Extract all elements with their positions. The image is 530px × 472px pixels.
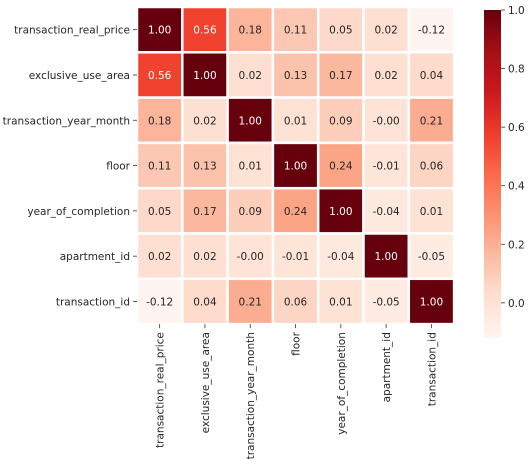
cell-value-label: 0.09 — [239, 206, 262, 218]
heatmap-cell — [271, 277, 320, 326]
heatmap-cell — [181, 96, 229, 145]
x-tick-label: transaction_real_price — [155, 332, 167, 448]
cell-value-label: 0.01 — [420, 206, 443, 218]
heatmap-cell — [226, 96, 275, 145]
colorbar: 0.0 0.2 0.4 0.6 0.8 1.0 — [484, 5, 525, 338]
y-tick-label: exclusive_use_area — [29, 70, 130, 82]
cell-value-label: 0.04 — [193, 296, 217, 308]
cell-value-label: 0.17 — [193, 206, 216, 218]
cell-value-label: -0.12 — [146, 296, 173, 308]
x-tick-label: transaction_year_month — [245, 332, 257, 459]
cell-value-label: 0.01 — [329, 296, 352, 308]
heatmap-cell — [407, 277, 456, 326]
heatmap-cell — [316, 96, 365, 145]
cell-value-label: 0.17 — [329, 70, 352, 82]
cell-value-label: -0.01 — [373, 161, 400, 173]
cell-value-label: 0.05 — [148, 206, 171, 218]
cell-value-label: -0.01 — [282, 251, 309, 263]
y-axis-tick-labels: transaction_real_price exclusive_use_area… — [3, 25, 137, 308]
cell-value-label: 1.00 — [374, 251, 397, 263]
cell-value-label: 0.06 — [420, 161, 444, 173]
y-tick-label: apartment_id — [60, 251, 130, 263]
cell-value-label: 0.21 — [239, 296, 262, 308]
cell-value-label: -0.05 — [418, 251, 445, 263]
heatmap-cell — [362, 141, 411, 190]
cell-value-label: -0.05 — [373, 296, 400, 308]
colorbar-tick-label: 0.2 — [508, 239, 525, 251]
cell-value-label: 0.24 — [329, 161, 353, 173]
cell-value-label: 0.02 — [239, 70, 262, 82]
heatmap-cell — [316, 277, 365, 326]
x-tick-label: exclusive_use_area — [200, 332, 212, 433]
cell-value-label: -0.12 — [418, 25, 445, 37]
cell-value-label: -0.04 — [373, 206, 400, 218]
cell-value-label: -0.04 — [327, 251, 354, 263]
y-tick-label: year_of_completion — [27, 206, 130, 218]
cell-value-label: 0.56 — [148, 70, 172, 82]
heatmap-cell — [181, 141, 229, 190]
cell-value-label: 0.01 — [284, 115, 307, 127]
colorbar-tick-label: 1.0 — [508, 5, 525, 17]
cell-value-label: 0.09 — [329, 115, 352, 127]
cell-value-label: 0.11 — [284, 25, 307, 37]
cell-value-label: 0.18 — [148, 115, 171, 127]
heatmap-cell — [226, 186, 275, 235]
cell-value-label: 1.00 — [329, 206, 352, 218]
colorbar-tick-label: 0.8 — [508, 64, 525, 76]
cell-value-label: 0.11 — [148, 161, 171, 173]
cell-value-label: -0.00 — [373, 115, 400, 127]
cell-value-label: 0.02 — [193, 115, 216, 127]
cell-value-label: 0.21 — [420, 115, 443, 127]
cell-value-label: 0.06 — [284, 296, 308, 308]
cell-value-label: 0.02 — [148, 251, 171, 263]
cell-value-label: 0.02 — [193, 251, 216, 263]
colorbar-tick-label: 0.6 — [508, 122, 525, 134]
x-tick-label: transaction_id — [426, 332, 438, 406]
y-tick-label: transaction_year_month — [3, 115, 130, 127]
cell-value-label: 0.05 — [329, 25, 352, 37]
cell-value-label: 1.00 — [284, 161, 307, 173]
heatmap-cell — [362, 277, 411, 326]
x-tick-label: year_of_completion — [336, 332, 348, 435]
y-tick-label: floor — [106, 161, 130, 173]
cell-value-label: 0.18 — [239, 25, 262, 37]
heatmap-cell — [226, 51, 275, 99]
heatmap-cell — [226, 277, 275, 326]
cell-value-label: 0.02 — [374, 25, 397, 37]
heatmap-cell — [362, 96, 411, 145]
heatmap-cell — [135, 232, 184, 281]
cell-value-label: 1.00 — [239, 115, 262, 127]
x-axis-tick-labels: transaction_real_price exclusive_use_area… — [155, 324, 438, 459]
cell-value-label: 0.04 — [420, 70, 444, 82]
heatmap-cells: 1.00 0.56 0.18 0.11 0.05 0.02 -0.12 0.56 1.00 0.0… — [135, 5, 456, 326]
x-tick-label: apartment_id — [381, 332, 393, 402]
y-tick-label: transaction_real_price — [14, 25, 130, 37]
cell-value-label: -0.00 — [237, 251, 264, 263]
colorbar-gradient — [484, 10, 501, 338]
cell-value-label: 0.56 — [193, 25, 217, 37]
cell-value-label: 0.02 — [374, 70, 397, 82]
x-tick-label: floor — [291, 331, 303, 355]
cell-value-label: 1.00 — [193, 70, 216, 82]
cell-value-label: 0.24 — [284, 206, 308, 218]
cell-value-label: 0.13 — [284, 70, 307, 82]
colorbar-tick-label: 0.4 — [508, 181, 525, 193]
y-tick-label: transaction_id — [56, 296, 130, 308]
cell-value-label: 0.01 — [239, 161, 262, 173]
cell-value-label: 1.00 — [148, 25, 171, 37]
colorbar-tick-label: 0.0 — [508, 298, 525, 310]
cell-value-label: 0.13 — [193, 161, 216, 173]
cell-value-label: 1.00 — [420, 296, 443, 308]
